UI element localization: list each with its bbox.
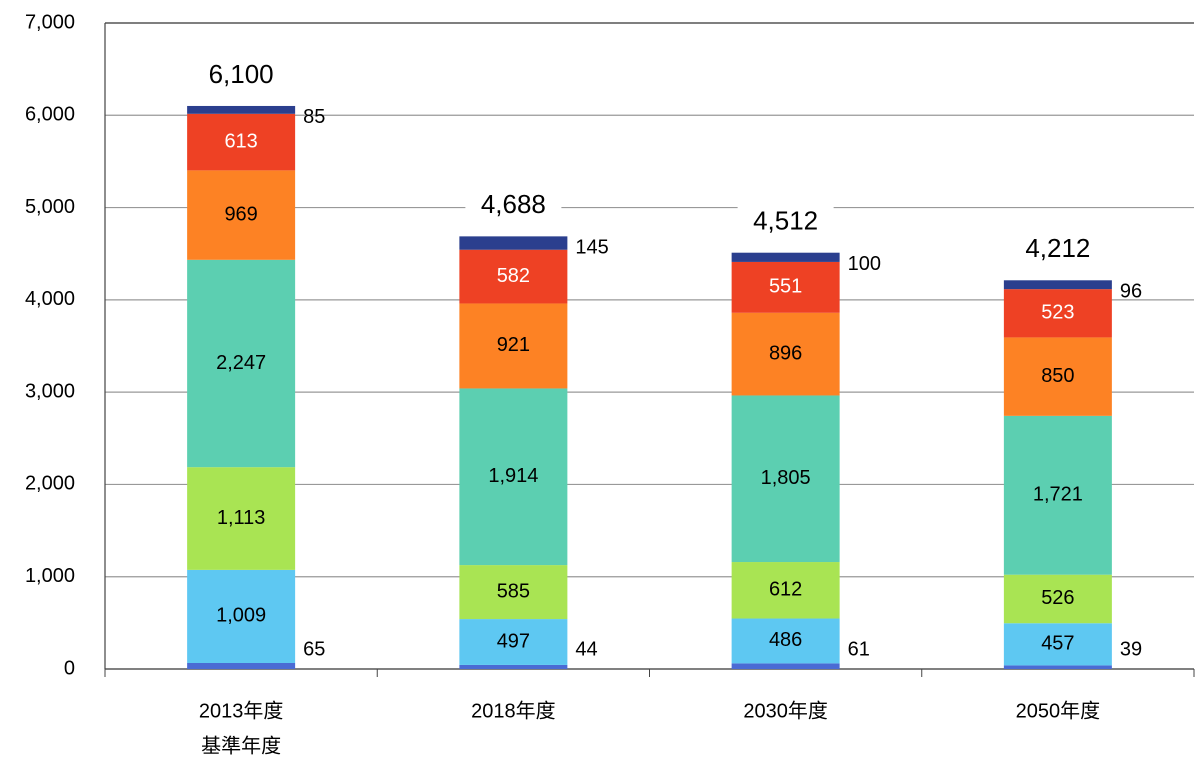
data-label: 1,721: [1033, 484, 1083, 506]
total-label-bg: [1009, 234, 1106, 267]
y-tick-label: 7,000: [25, 11, 75, 33]
bar-segment: [187, 569, 296, 664]
total-label: 4,688: [481, 189, 546, 219]
data-label: 1,805: [761, 467, 811, 489]
data-label: 551: [769, 276, 802, 298]
data-label: 457: [1041, 633, 1074, 655]
x-tick-label: 2018年度: [471, 699, 556, 722]
total-label-bg: [465, 190, 562, 223]
data-label: 921: [497, 334, 530, 356]
data-label: 896: [769, 342, 802, 364]
x-tick-sublabel: 基準年度: [201, 734, 281, 757]
total-label: 4,512: [753, 205, 818, 235]
bar-segment: [187, 467, 296, 570]
bar-segment: [187, 113, 296, 171]
data-label: 96: [1120, 281, 1142, 303]
data-label: 100: [848, 253, 881, 275]
total-label-bg: [193, 60, 290, 93]
data-label: 585: [497, 580, 530, 602]
data-label: 44: [575, 638, 597, 660]
data-label: 145: [575, 237, 608, 259]
bar-segment: [1003, 623, 1112, 666]
y-tick-label: 6,000: [25, 104, 75, 126]
y-tick-label: 5,000: [25, 196, 75, 218]
y-tick-label: 0: [64, 657, 75, 679]
bar-segment: [187, 170, 296, 260]
bar-segment: [1003, 665, 1112, 669]
bar-segment: [1003, 280, 1112, 290]
data-label: 85: [303, 106, 325, 128]
data-label: 65: [303, 638, 325, 660]
bar-segment: [731, 562, 840, 619]
bar-segment: [1003, 289, 1112, 338]
bar-segment: [731, 252, 840, 262]
bar-segment: [1003, 337, 1112, 416]
bar-segment: [731, 663, 840, 669]
data-label: 1,009: [216, 605, 266, 627]
bar-segment: [1003, 415, 1112, 575]
bar-segment: [459, 236, 568, 250]
bar-segment: [459, 249, 568, 304]
data-label: 969: [224, 203, 257, 225]
data-label: 612: [769, 579, 802, 601]
data-label: 486: [769, 629, 802, 651]
y-tick-label: 4,000: [25, 288, 75, 310]
x-tick-label: 2030年度: [743, 699, 828, 722]
bar-segment: [731, 395, 840, 563]
data-label: 2,247: [216, 352, 266, 374]
data-label: 850: [1041, 365, 1074, 387]
x-tick-label: 2013年度: [199, 699, 284, 722]
y-tick-label: 1,000: [25, 565, 75, 587]
bar-segment: [731, 618, 840, 664]
bar-segment: [459, 303, 568, 389]
y-tick-label: 3,000: [25, 380, 75, 402]
bar-segment: [459, 619, 568, 665]
total-label: 4,212: [1025, 233, 1090, 263]
data-label: 1,914: [488, 465, 538, 487]
total-label-bg: [737, 206, 834, 239]
bar-segment: [187, 663, 296, 669]
data-label: 1,113: [217, 507, 266, 529]
total-label: 6,100: [209, 59, 274, 89]
data-label: 39: [1120, 638, 1142, 660]
data-label: 61: [848, 638, 870, 660]
bar-segment: [1003, 574, 1112, 624]
data-label: 523: [1041, 302, 1074, 324]
bar-segment: [731, 261, 840, 313]
bar-segment: [731, 312, 840, 396]
bar-segment: [187, 105, 296, 114]
data-label: 613: [224, 130, 257, 152]
bar-segment: [459, 565, 568, 620]
bar-segment: [187, 259, 296, 468]
x-tick-label: 2050年度: [1016, 699, 1101, 722]
data-label: 526: [1041, 587, 1074, 609]
y-tick-label: 2,000: [25, 473, 75, 495]
bar-segment: [459, 664, 568, 669]
data-label: 497: [497, 630, 530, 652]
bar-segment: [459, 388, 568, 566]
data-label: 582: [497, 265, 530, 287]
